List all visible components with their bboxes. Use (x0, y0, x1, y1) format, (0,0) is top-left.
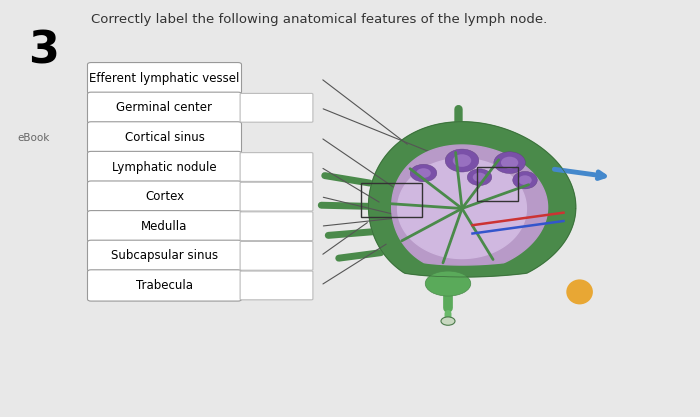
Ellipse shape (494, 152, 525, 173)
FancyBboxPatch shape (240, 271, 313, 300)
FancyBboxPatch shape (88, 211, 241, 242)
Polygon shape (392, 145, 547, 265)
Text: 3: 3 (28, 29, 59, 72)
Text: Germinal center: Germinal center (116, 101, 213, 114)
Text: Trabecula: Trabecula (136, 279, 193, 292)
Ellipse shape (566, 279, 593, 304)
Ellipse shape (445, 149, 479, 172)
FancyBboxPatch shape (240, 182, 313, 211)
Bar (477, 167, 518, 201)
FancyBboxPatch shape (88, 240, 241, 271)
Text: Correctly label the following anatomical features of the lymph node.: Correctly label the following anatomical… (91, 13, 547, 25)
Text: Subcapsular sinus: Subcapsular sinus (111, 249, 218, 262)
Text: Cortex: Cortex (145, 190, 184, 203)
Ellipse shape (426, 271, 470, 296)
Polygon shape (368, 122, 576, 277)
FancyBboxPatch shape (240, 212, 313, 241)
FancyBboxPatch shape (240, 241, 313, 270)
Circle shape (441, 317, 455, 325)
FancyBboxPatch shape (88, 270, 241, 301)
FancyBboxPatch shape (88, 63, 241, 94)
Text: eBook: eBook (18, 133, 50, 143)
Ellipse shape (512, 171, 538, 189)
FancyBboxPatch shape (88, 151, 241, 183)
Text: Efferent lymphatic vessel: Efferent lymphatic vessel (90, 72, 239, 85)
Ellipse shape (416, 168, 430, 178)
Ellipse shape (468, 169, 492, 186)
FancyBboxPatch shape (88, 181, 241, 212)
Ellipse shape (453, 154, 471, 167)
Ellipse shape (518, 175, 532, 185)
FancyBboxPatch shape (240, 153, 313, 181)
Ellipse shape (473, 173, 486, 182)
Ellipse shape (410, 164, 437, 182)
FancyBboxPatch shape (88, 122, 241, 153)
FancyBboxPatch shape (240, 93, 313, 122)
FancyBboxPatch shape (88, 92, 241, 123)
Bar (360, 183, 422, 217)
Ellipse shape (501, 157, 518, 168)
Polygon shape (398, 158, 526, 259)
Text: Medulla: Medulla (141, 220, 188, 233)
Text: Lymphatic nodule: Lymphatic nodule (112, 161, 217, 173)
Text: Cortical sinus: Cortical sinus (125, 131, 204, 144)
